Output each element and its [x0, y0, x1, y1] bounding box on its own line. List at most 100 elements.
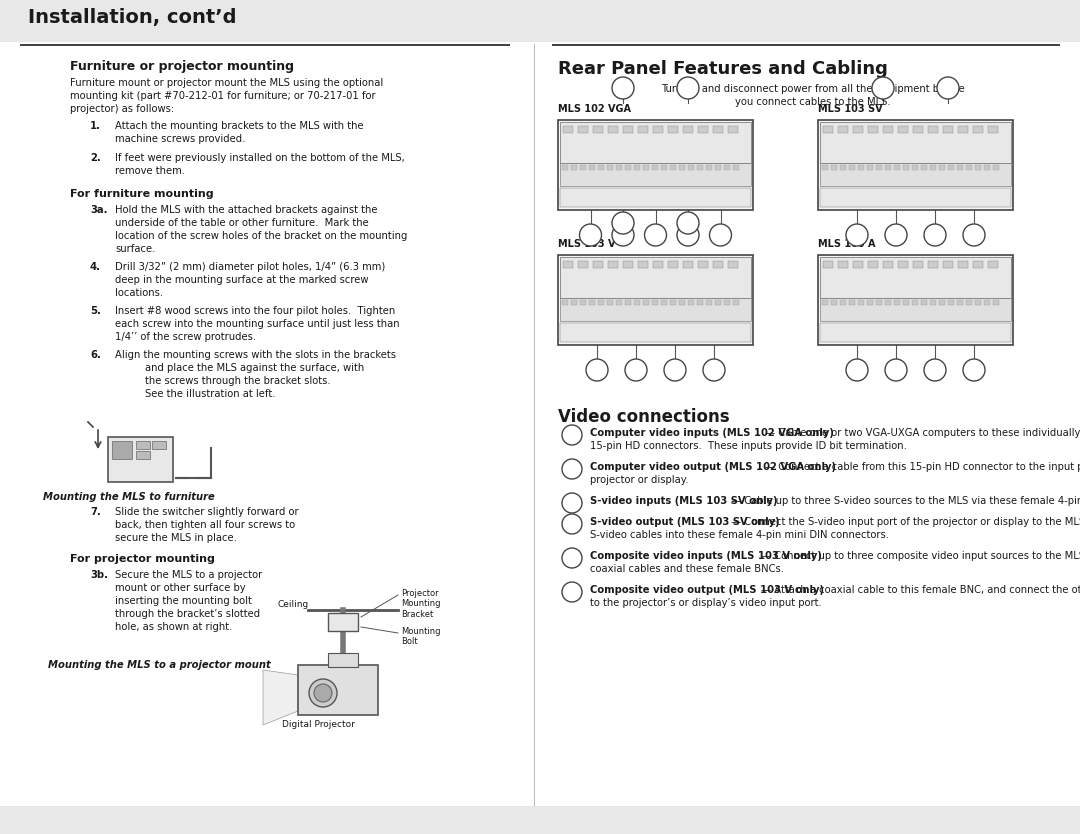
- Bar: [670, 300, 676, 305]
- Bar: [885, 165, 891, 170]
- Text: Computer video output (MLS 102 VGA only): Computer video output (MLS 102 VGA only): [590, 462, 836, 472]
- Bar: [607, 165, 613, 170]
- Bar: [867, 300, 873, 305]
- Text: If feet were previously installed on the bottom of the MLS,: If feet were previously installed on the…: [114, 153, 405, 163]
- Bar: [623, 261, 633, 268]
- Text: 1.: 1.: [90, 121, 102, 131]
- Text: Mounting the MLS to a projector mount: Mounting the MLS to a projector mount: [48, 660, 271, 670]
- Bar: [715, 165, 721, 170]
- Bar: [868, 126, 878, 133]
- Bar: [328, 653, 357, 667]
- Text: — Cable one or two VGA-UXGA computers to these individually buffered: — Cable one or two VGA-UXGA computers to…: [762, 428, 1080, 438]
- Bar: [552, 44, 1059, 46]
- Text: machine screws provided.: machine screws provided.: [114, 134, 245, 144]
- Bar: [876, 165, 882, 170]
- Bar: [823, 261, 833, 268]
- Bar: [688, 165, 694, 170]
- Bar: [849, 165, 855, 170]
- Bar: [598, 165, 604, 170]
- Bar: [625, 165, 631, 170]
- Bar: [943, 261, 953, 268]
- Text: Composite video inputs (MLS 103 V only): Composite video inputs (MLS 103 V only): [590, 551, 822, 561]
- Bar: [897, 126, 908, 133]
- Circle shape: [562, 582, 582, 602]
- Text: 9: 9: [893, 230, 899, 240]
- Bar: [578, 126, 588, 133]
- Circle shape: [703, 359, 725, 381]
- Text: For projector mounting: For projector mounting: [70, 554, 215, 564]
- Text: 2-4     MediaLink™ VersaTools® Switchers • Installation: 2-4 MediaLink™ VersaTools® Switchers • I…: [28, 814, 305, 824]
- Bar: [885, 300, 891, 305]
- Text: remove them.: remove them.: [114, 166, 185, 176]
- Bar: [616, 165, 622, 170]
- Text: Insert #8 wood screws into the four pilot holes.  Tighten: Insert #8 wood screws into the four pilo…: [114, 306, 395, 316]
- Bar: [638, 126, 648, 133]
- Bar: [616, 300, 622, 305]
- Text: 10: 10: [929, 230, 941, 240]
- Bar: [883, 126, 893, 133]
- Circle shape: [625, 359, 647, 381]
- Text: 4.: 4.: [90, 262, 102, 272]
- Bar: [643, 165, 649, 170]
- Text: coaxial cables and these female BNCs.: coaxial cables and these female BNCs.: [590, 564, 784, 574]
- Text: MLS 103 SV: MLS 103 SV: [818, 104, 882, 114]
- Text: 5: 5: [569, 553, 576, 563]
- Circle shape: [885, 359, 907, 381]
- Bar: [706, 300, 712, 305]
- Text: 7: 7: [588, 230, 594, 240]
- Text: 5.: 5.: [90, 306, 100, 316]
- Bar: [853, 126, 863, 133]
- Text: Slide the switcher slightly forward or: Slide the switcher slightly forward or: [114, 507, 299, 517]
- Bar: [820, 257, 1011, 298]
- Bar: [563, 261, 573, 268]
- Circle shape: [612, 212, 634, 234]
- Text: 3a.: 3a.: [90, 205, 108, 215]
- Text: mount or other surface by: mount or other surface by: [114, 583, 245, 593]
- Bar: [894, 165, 900, 170]
- Text: Furniture mount or projector mount the MLS using the optional: Furniture mount or projector mount the M…: [70, 78, 383, 88]
- Bar: [928, 126, 939, 133]
- Bar: [638, 261, 648, 268]
- Text: 2: 2: [685, 83, 691, 93]
- Bar: [912, 165, 918, 170]
- Bar: [661, 165, 667, 170]
- Text: — Connect up to three composite video input sources to the MLS 103 V using: — Connect up to three composite video in…: [758, 551, 1080, 561]
- Bar: [561, 323, 751, 342]
- Text: you connect cables to the MLS.: you connect cables to the MLS.: [735, 97, 891, 107]
- Text: Composite video output (MLS 103 V only): Composite video output (MLS 103 V only): [590, 585, 824, 595]
- Bar: [939, 165, 945, 170]
- Text: each screw into the mounting surface until just less than: each screw into the mounting surface unt…: [114, 319, 400, 329]
- Bar: [562, 165, 568, 170]
- Text: secure the MLS in place.: secure the MLS in place.: [114, 533, 237, 543]
- Text: 6: 6: [569, 587, 575, 597]
- Bar: [853, 261, 863, 268]
- Bar: [867, 165, 873, 170]
- Bar: [975, 300, 981, 305]
- Text: MLS 103 V: MLS 103 V: [558, 239, 616, 249]
- Text: projector) as follows:: projector) as follows:: [70, 104, 174, 114]
- Bar: [876, 300, 882, 305]
- Circle shape: [562, 548, 582, 568]
- Bar: [728, 126, 738, 133]
- Text: and place the MLS against the surface, with: and place the MLS against the surface, w…: [145, 363, 364, 373]
- Text: location of the screw holes of the bracket on the mounting: location of the screw holes of the brack…: [114, 231, 407, 241]
- Bar: [957, 300, 963, 305]
- Bar: [897, 261, 908, 268]
- Circle shape: [580, 224, 602, 246]
- Bar: [706, 165, 712, 170]
- Bar: [670, 165, 676, 170]
- Bar: [561, 122, 751, 163]
- Text: 8: 8: [854, 365, 860, 375]
- Bar: [831, 165, 837, 170]
- Text: mounting kit (part #70-212-01 for furniture; or 70-217-01 for: mounting kit (part #70-212-01 for furnit…: [70, 91, 376, 101]
- Bar: [607, 300, 613, 305]
- Bar: [913, 126, 923, 133]
- Bar: [840, 300, 846, 305]
- Bar: [943, 126, 953, 133]
- Bar: [840, 165, 846, 170]
- Bar: [608, 126, 618, 133]
- Text: back, then tighten all four screws to: back, then tighten all four screws to: [114, 520, 295, 530]
- Bar: [823, 126, 833, 133]
- Bar: [948, 165, 954, 170]
- Circle shape: [645, 224, 666, 246]
